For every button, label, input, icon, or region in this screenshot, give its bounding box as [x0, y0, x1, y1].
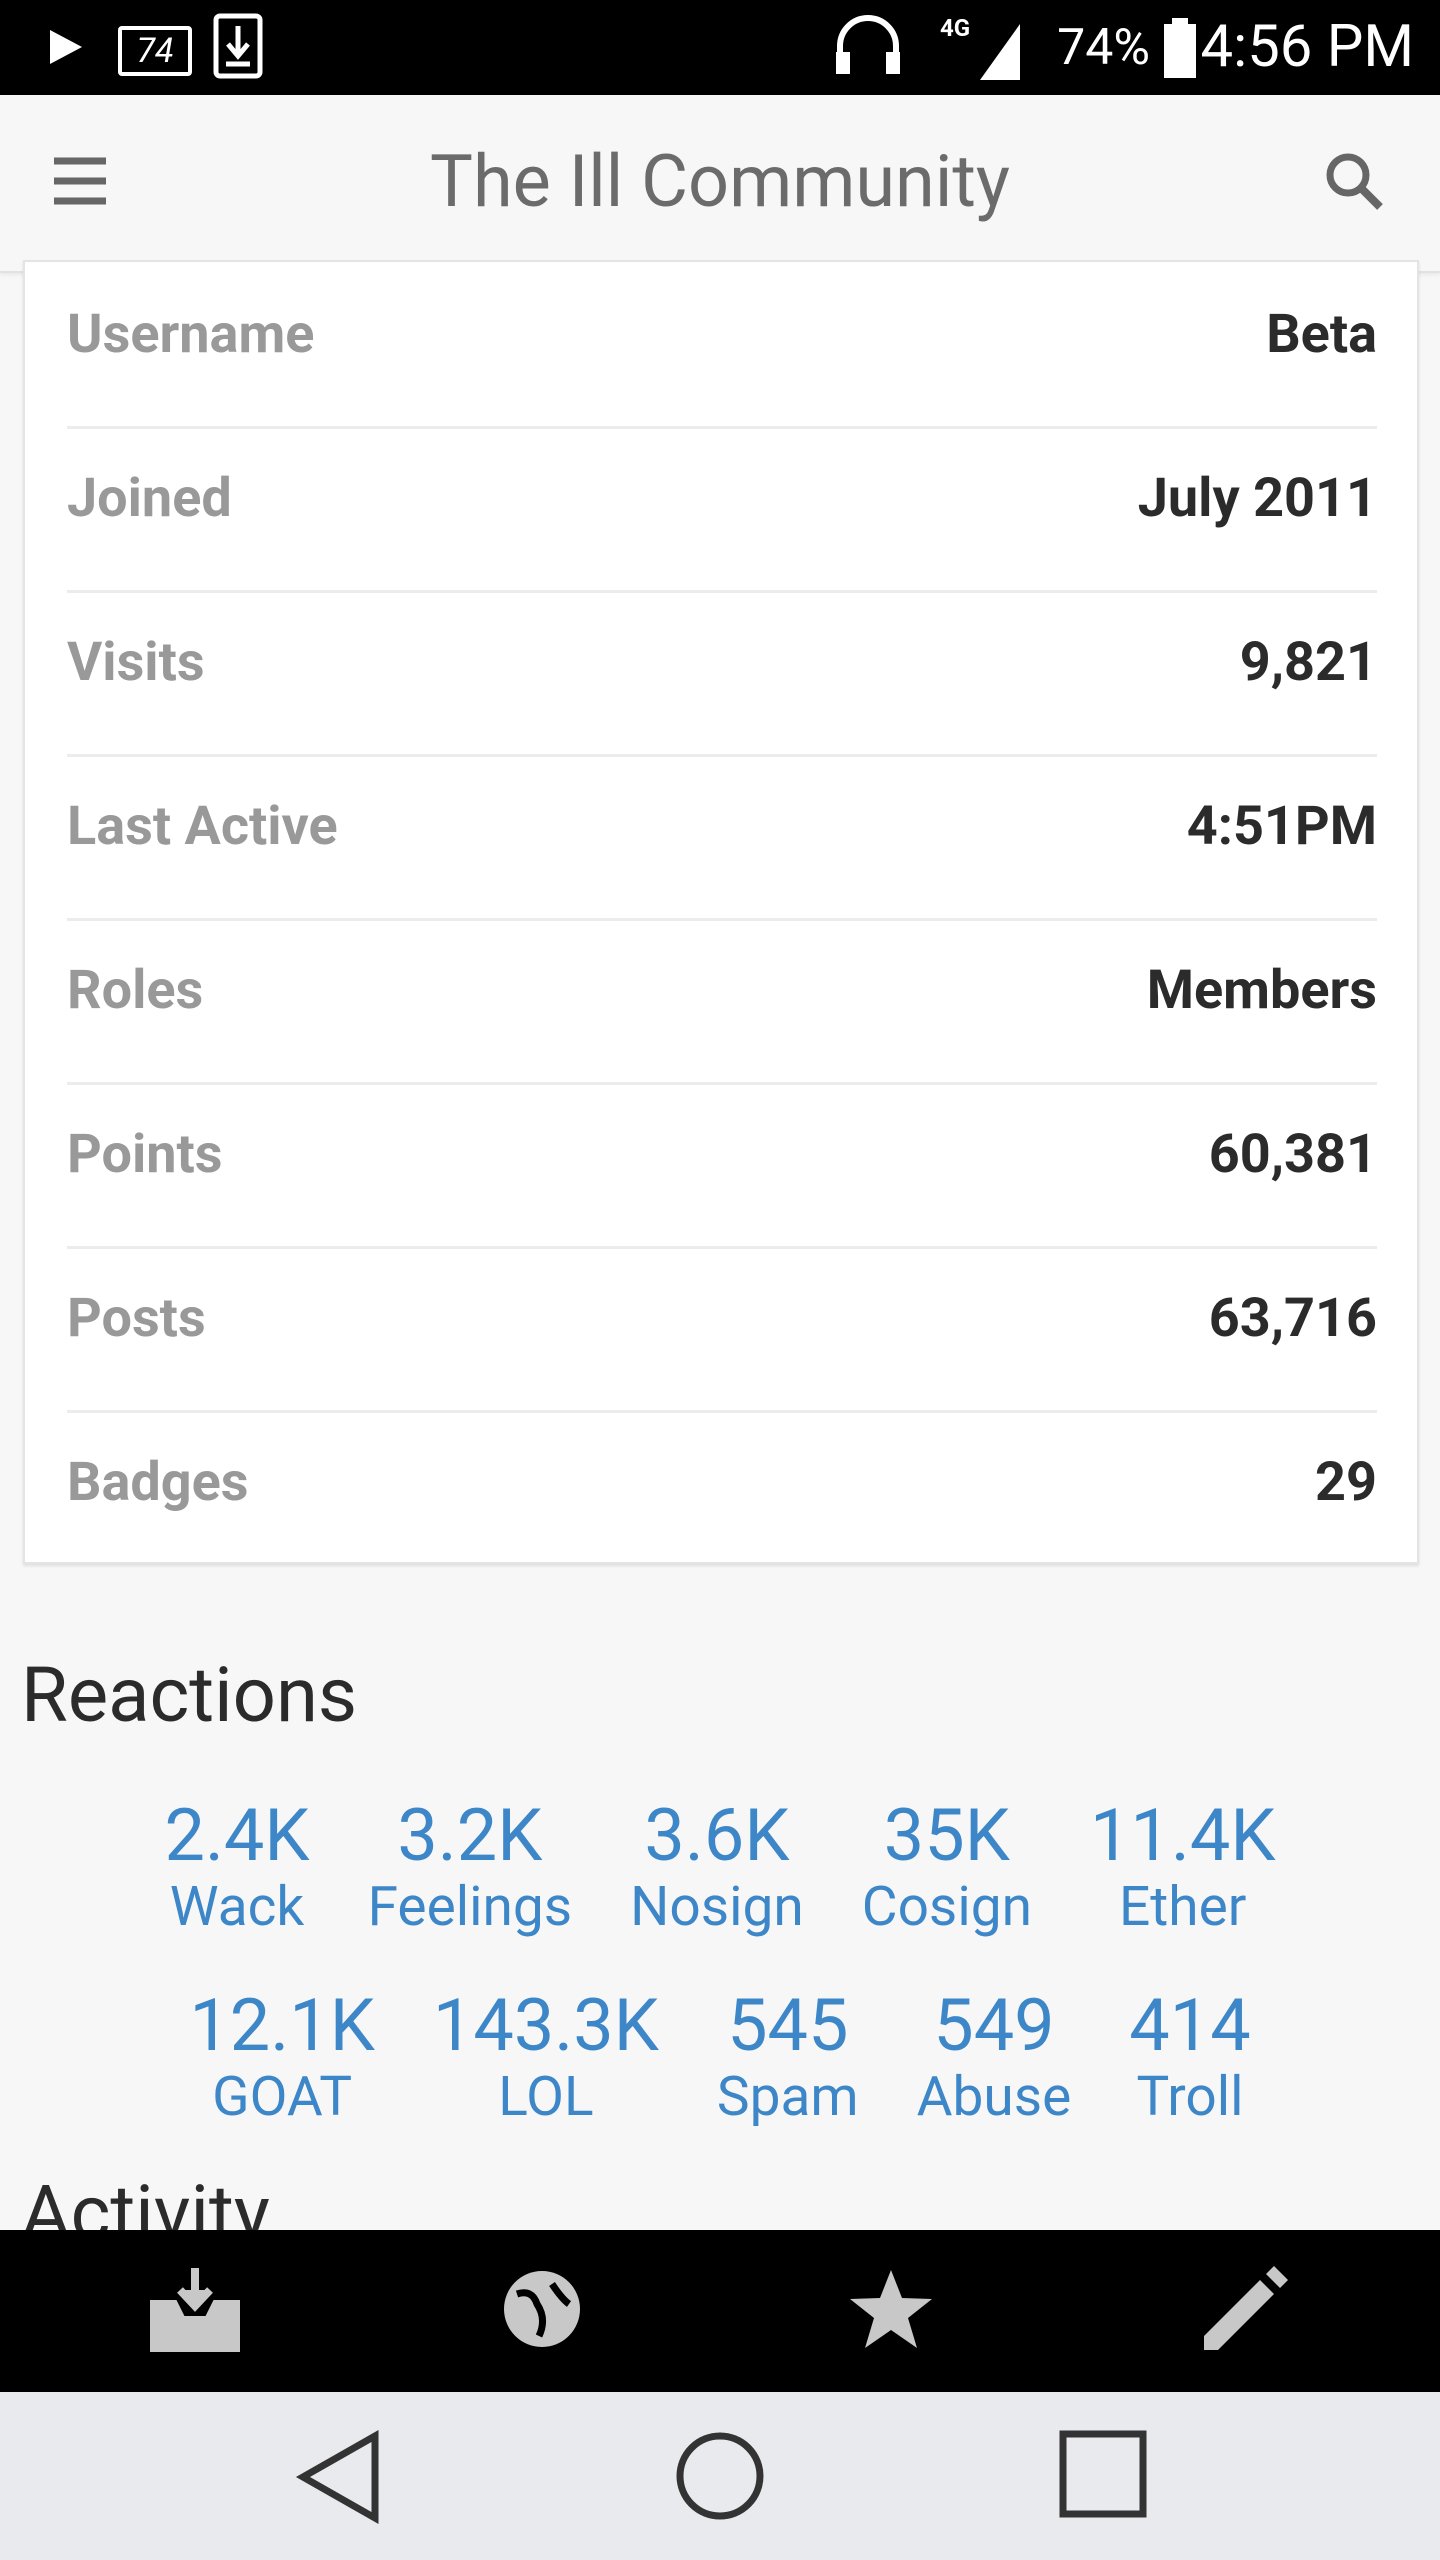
profile-row: Roles Members [67, 918, 1377, 1085]
globe-button[interactable] [497, 2264, 587, 2354]
system-navigation [0, 2392, 1440, 2560]
reaction-count: 143.3K [432, 1983, 659, 2068]
reaction-name: LOL [498, 2065, 594, 2129]
reaction-count: 3.2K [397, 1793, 543, 1878]
field-value: 63,716 [1208, 1287, 1377, 1350]
inbox-button[interactable] [150, 2264, 240, 2354]
reaction-row: 12.1K GOAT 143.3K LOL 545 Spam 549 Abuse 414 Trol… [0, 1988, 1440, 2130]
bottom-toolbar [0, 2230, 1440, 2392]
app-title: The Ill Community [430, 139, 1010, 224]
field-label: Visits [67, 631, 205, 694]
recents-button[interactable] [1055, 2426, 1155, 2526]
field-label: Username [67, 303, 315, 366]
profile-row: Badges 29 [67, 1410, 1377, 1574]
reaction-name: Abuse [916, 2065, 1072, 2129]
reaction-count: 12.1K [189, 1983, 375, 2068]
reaction[interactable]: 549 Abuse [917, 1988, 1072, 2130]
reaction[interactable]: 143.3K LOL [433, 1988, 659, 2130]
profile-row: Last Active 4:51PM [67, 754, 1377, 921]
favorites-button[interactable] [846, 2264, 936, 2354]
reaction-name: GOAT [212, 2065, 353, 2129]
reaction[interactable]: 545 Spam [717, 1988, 859, 2130]
battery-level: 74% [1057, 19, 1150, 77]
app-header: The Ill Community [0, 95, 1440, 273]
reaction-count: 549 [933, 1983, 1055, 2068]
field-label: Roles [67, 959, 204, 1022]
field-label: Posts [67, 1287, 206, 1350]
reaction-name: Troll [1136, 2065, 1244, 2129]
reaction[interactable]: 11.4K Ether [1090, 1798, 1276, 1940]
reaction[interactable]: 35K Cosign [862, 1798, 1032, 1940]
back-button[interactable] [295, 2428, 385, 2528]
profile-row: Username Beta [67, 262, 1377, 429]
reaction-count: 35K [883, 1793, 1010, 1878]
reaction-name: Ether [1119, 1875, 1247, 1939]
search-button[interactable] [1320, 147, 1390, 217]
field-label: Points [67, 1123, 223, 1186]
field-value: 9,821 [1239, 631, 1377, 694]
reaction-count: 414 [1129, 1983, 1251, 2068]
home-button[interactable] [670, 2426, 770, 2526]
field-value: Members [1146, 959, 1377, 1022]
profile-row: Visits 9,821 [67, 590, 1377, 757]
field-value: Beta [1266, 303, 1377, 366]
field-value: 60,381 [1208, 1123, 1377, 1186]
reaction[interactable]: 12.1K GOAT [189, 1988, 375, 2130]
reaction-count: 11.4K [1089, 1793, 1276, 1878]
field-value: 4:51PM [1186, 795, 1377, 858]
field-label: Last Active [67, 795, 338, 858]
profile-row: Joined July 2011 [67, 426, 1377, 593]
reaction-name: Nosign [630, 1875, 804, 1939]
reaction-row: 2.4K Wack 3.2K Feelings 3.6K Nosign 35K Cosign 1… [0, 1798, 1440, 1940]
field-value: 29 [1315, 1451, 1377, 1514]
reaction[interactable]: 3.6K Nosign [630, 1798, 804, 1940]
status-bar: 74 4G 74% 4:56 PM [0, 0, 1440, 95]
menu-button[interactable] [52, 153, 112, 213]
reaction-name: Wack [169, 1875, 305, 1939]
reaction[interactable]: 3.2K Feelings [368, 1798, 573, 1940]
clock: 4:56 PM [1200, 13, 1414, 81]
svg-text:4G: 4G [940, 14, 970, 42]
battery-icon [1164, 18, 1196, 78]
field-label: Joined [67, 467, 232, 530]
notification-badge: 74 [118, 26, 192, 76]
reaction-count: 545 [727, 1983, 849, 2068]
compose-button[interactable] [1198, 2264, 1288, 2354]
reaction[interactable]: 414 Troll [1129, 1988, 1250, 2130]
reaction-name: Spam [716, 2065, 859, 2129]
reaction-count: 3.6K [644, 1793, 790, 1878]
field-label: Badges [67, 1451, 249, 1514]
reaction-name: Cosign [861, 1875, 1032, 1939]
reaction-count: 2.4K [164, 1793, 310, 1878]
download-icon [213, 13, 263, 79]
play-icon [50, 30, 82, 64]
section-title: Reactions [21, 1650, 358, 1740]
field-value: July 2011 [1137, 467, 1377, 530]
reaction-name: Feelings [367, 1875, 573, 1939]
profile-row: Points 60,381 [67, 1082, 1377, 1249]
profile-card: Username Beta Joined July 2011 Visits 9,821 La… [23, 260, 1419, 1564]
status-icons: 4G [836, 14, 1020, 80]
profile-row: Posts 63,716 [67, 1246, 1377, 1413]
reaction[interactable]: 2.4K Wack [164, 1798, 309, 1940]
